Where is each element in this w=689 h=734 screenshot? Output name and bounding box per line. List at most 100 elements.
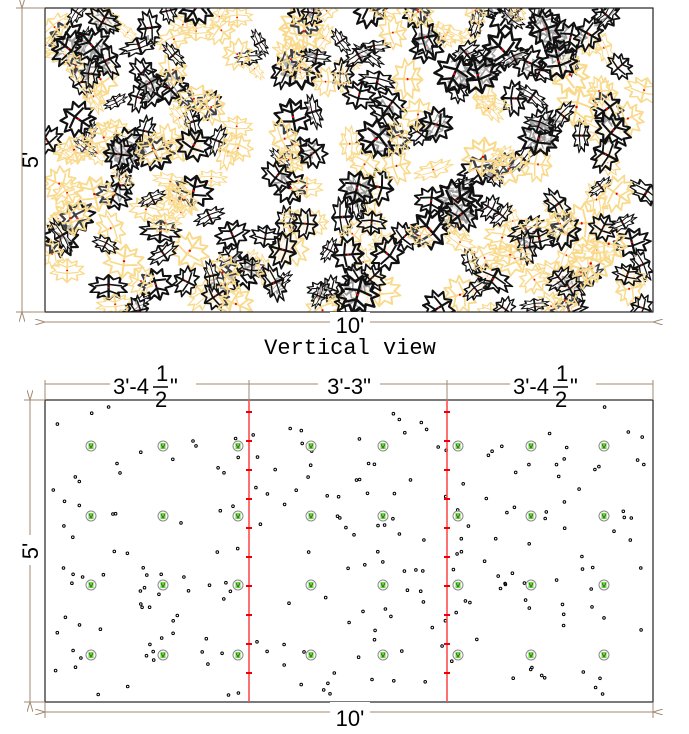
planting-dot [450,659,454,664]
svg-text:1: 1 [156,361,168,386]
plant-glyph [88,513,94,519]
leaf-center [138,96,140,99]
black-leaf-icon [545,266,575,292]
planting-dot [423,680,428,684]
gold-leaf-icon [95,209,127,247]
planting-dot [112,549,117,554]
plant-fill [528,582,534,588]
planting-dot [224,580,228,585]
divider-tick [444,527,450,529]
planting-dot [366,461,371,466]
leaf-center [184,280,187,283]
leaf-center [291,115,295,119]
svg-text:2: 2 [155,387,167,412]
black-leaf-icon [587,213,619,243]
gold-leaf-icon [115,22,140,43]
planting-dot [602,616,606,620]
planting-dot [542,676,547,680]
leaf-center [46,139,48,142]
planting-dot [580,567,585,571]
leaf-center [171,68,174,71]
leaf-center [231,233,234,236]
planting-dot [403,430,407,435]
top-height-label: 5' [18,152,43,168]
leaf-center [77,117,80,121]
leaf-center [595,198,598,201]
planting-dot [233,436,238,441]
planting-dot [175,613,180,618]
planting-dot [273,467,278,472]
plant-marker-icon [232,579,244,591]
leaf-center [311,152,314,155]
black-leaf-icon [203,258,220,293]
section-3-label: 3'-4 1 2 " [510,361,596,412]
gold-leaf-icon [347,148,382,180]
plant-marker-icon [85,440,97,452]
gold-leaf-icon [381,146,412,186]
planting-dot [503,581,507,586]
planting-dot [332,671,337,675]
plant-fill [235,582,241,588]
leaf-center [453,72,456,76]
leaf-center [598,89,600,92]
leaf-center [487,107,490,110]
planting-dot [561,623,566,628]
leaf-center [619,65,621,68]
plan-width-label: 10' [336,706,365,731]
leaf-center [341,215,344,219]
divider-tick [444,498,450,500]
plant-marker-icon [377,440,389,452]
divider-tick [246,585,252,587]
leaf-center [587,33,590,36]
planting-dot [61,566,66,570]
planting-dot [53,668,58,673]
leaf-center [172,38,176,40]
black-leaf-icon [355,210,388,236]
planting-dot [581,670,586,674]
section-2-label: 3'-3" [318,372,380,399]
black-leaf-icon [310,282,328,310]
divider-tick [246,411,252,413]
leaf-center [304,222,306,225]
black-leaf-icon [291,207,319,241]
plant-marker-icon [85,510,97,522]
plant-fill [160,652,166,658]
black-leaf-icon [136,8,162,47]
gold-leaf-icon [45,164,77,203]
top-width-label: 10' [336,313,365,338]
gold-leaf-icon [221,37,253,71]
planting-dot [226,693,231,697]
gold-leaf-icon [289,176,324,199]
plant-fill [160,582,166,588]
planting-dot [147,605,152,610]
planting-dot [255,455,260,459]
leaf-center [357,55,360,57]
gold-leaf-icon [50,178,84,207]
plant-fill [601,443,607,449]
plant-glyph [601,513,607,519]
plan-width-dimension: 10' [45,702,653,731]
leaf-center [371,276,373,279]
planting-dot [354,478,359,482]
planting-dot [500,444,504,449]
plant-marker-icon [305,440,317,452]
plant-glyph [380,582,386,588]
gold-leaf-icon [134,131,171,167]
leaf-center [605,107,609,110]
planting-dot [215,550,220,554]
leaf-center [96,152,98,155]
leaf-center [513,57,516,59]
leaf-center [151,147,154,150]
planting-dot [421,600,426,604]
planting-dot [138,589,143,593]
plant-fill [308,652,314,658]
leaf-center [406,77,409,81]
plant-marker-icon [232,510,244,522]
leaf-center [602,226,604,229]
planting-dot [306,475,310,479]
leaf-center [428,228,432,231]
plant-glyph [380,652,386,658]
leaf-center [127,31,129,33]
leaf-center [169,181,172,183]
leaf-center [580,222,583,225]
